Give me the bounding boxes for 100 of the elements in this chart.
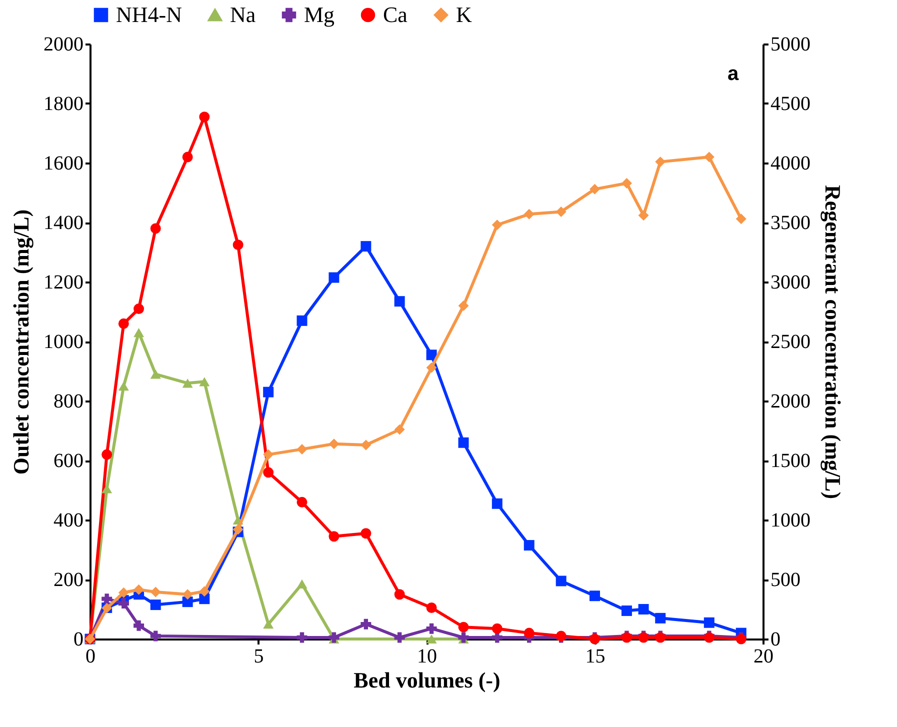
point xyxy=(182,589,193,600)
point xyxy=(492,632,502,643)
y-tick-label: 1400 xyxy=(44,212,84,234)
point xyxy=(328,272,340,283)
point xyxy=(458,300,469,312)
point xyxy=(118,587,129,598)
point xyxy=(232,524,244,535)
point xyxy=(296,444,308,454)
legend-label: NH4-N xyxy=(116,2,182,27)
y2-tick-label: 2000 xyxy=(770,390,810,412)
point xyxy=(150,370,161,379)
point xyxy=(394,589,405,600)
x-tick-label: 5 xyxy=(254,646,264,668)
y2-tick-label: 500 xyxy=(770,569,800,591)
point xyxy=(118,598,129,609)
point xyxy=(394,424,405,435)
point xyxy=(102,594,112,604)
legend-label: Mg xyxy=(304,2,335,27)
point xyxy=(524,540,534,551)
point xyxy=(232,240,244,250)
point xyxy=(590,184,600,194)
point xyxy=(704,152,714,162)
point xyxy=(296,496,308,508)
point xyxy=(590,590,600,602)
point xyxy=(458,437,469,448)
point xyxy=(296,579,308,589)
point xyxy=(360,618,372,630)
point xyxy=(426,634,437,644)
point xyxy=(492,623,502,634)
y2-tick-label: 4000 xyxy=(770,152,810,174)
y2-tick-label: 1500 xyxy=(770,450,810,472)
point xyxy=(263,620,274,629)
point xyxy=(556,206,566,218)
point xyxy=(102,484,112,494)
y-tick-label: 1600 xyxy=(44,152,84,174)
point xyxy=(134,584,144,595)
point xyxy=(704,617,714,628)
y-tick-label: 1000 xyxy=(44,331,84,353)
point xyxy=(360,440,372,450)
point xyxy=(638,604,649,614)
point xyxy=(556,576,566,586)
point xyxy=(118,318,129,329)
x-axis-title: Bed volumes (-) xyxy=(354,668,500,692)
point xyxy=(655,612,666,624)
x-tick-label: 15 xyxy=(585,646,606,668)
point xyxy=(638,210,649,221)
y-tick-label: 200 xyxy=(54,569,84,591)
y2-tick-label: 3500 xyxy=(770,212,810,234)
point xyxy=(621,605,632,616)
y-tick-label: 400 xyxy=(54,510,84,532)
point xyxy=(394,296,405,307)
point xyxy=(150,600,161,610)
y2-tick-label: 0 xyxy=(770,628,780,650)
y-tick-label: 800 xyxy=(54,390,84,412)
legend-label: Ca xyxy=(383,2,408,27)
y-tick-label: 0 xyxy=(74,628,84,650)
point xyxy=(118,382,129,391)
annotation: a xyxy=(727,63,740,85)
legend-label: Na xyxy=(230,2,256,27)
y2-tick-label: 3000 xyxy=(770,272,810,294)
x-tick-label: 20 xyxy=(754,646,774,668)
point xyxy=(426,623,437,634)
point xyxy=(182,152,193,162)
point xyxy=(524,628,534,638)
point xyxy=(394,632,405,643)
y-axis-title: Outlet concentration (mg/L) xyxy=(8,209,34,475)
point xyxy=(199,586,210,597)
y-tick-label: 600 xyxy=(54,450,84,472)
point xyxy=(328,438,340,450)
y-tick-label: 1200 xyxy=(44,272,84,294)
point xyxy=(458,622,469,632)
point xyxy=(655,156,666,168)
y-tick-label: 2000 xyxy=(44,34,84,56)
y2-tick-label: 1000 xyxy=(770,510,810,532)
point xyxy=(296,315,308,326)
point xyxy=(492,220,502,230)
y-tick-label: 1800 xyxy=(44,93,84,115)
point xyxy=(426,602,437,613)
point xyxy=(360,528,372,539)
point xyxy=(524,208,534,220)
y2-tick-label: 4500 xyxy=(770,93,810,115)
point xyxy=(426,350,437,360)
x-tick-label: 10 xyxy=(417,646,437,668)
point xyxy=(134,328,144,338)
point xyxy=(150,630,161,642)
point xyxy=(426,362,437,373)
point xyxy=(360,241,372,252)
point xyxy=(328,531,340,542)
point xyxy=(621,178,632,188)
point xyxy=(296,632,308,643)
y2-axis-title: Regenerant concentration (mg/L) xyxy=(820,184,846,500)
point xyxy=(199,377,210,386)
point xyxy=(182,378,193,388)
legend-label: K xyxy=(456,2,472,27)
point xyxy=(150,223,161,234)
y2-tick-label: 5000 xyxy=(770,34,810,56)
point xyxy=(492,498,502,509)
point xyxy=(199,594,210,604)
point xyxy=(102,449,112,460)
y2-tick-label: 2500 xyxy=(770,331,810,353)
